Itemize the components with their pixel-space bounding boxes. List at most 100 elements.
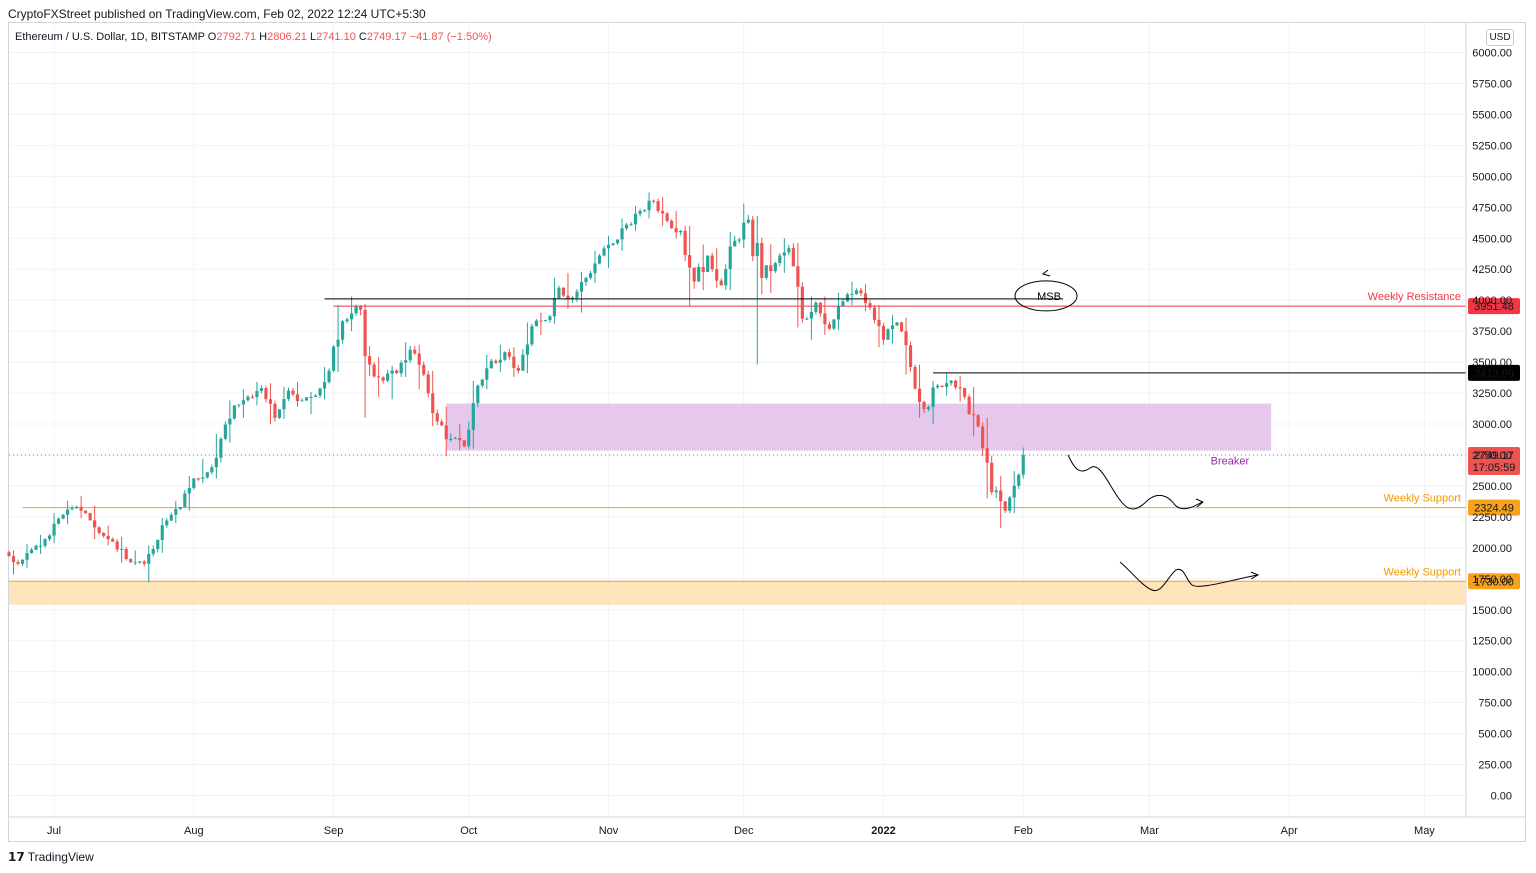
candle-body: [963, 387, 967, 397]
high-label: H: [259, 31, 268, 43]
x-tick-label: Aug: [184, 825, 204, 837]
candle-body: [701, 267, 705, 272]
candle-body: [588, 273, 593, 278]
y-tick-label: 1250.00: [1472, 636, 1512, 648]
candle-body: [521, 354, 525, 371]
candle-body: [174, 508, 178, 515]
candle-body: [264, 388, 268, 400]
candle-body: [931, 387, 935, 408]
candle-body: [273, 403, 277, 418]
low-label: L: [309, 31, 317, 43]
candle-body: [665, 213, 669, 221]
candle-body: [683, 230, 687, 256]
low-value: 2741.10: [316, 31, 356, 43]
candle-body: [237, 404, 241, 406]
candle-body: [426, 374, 430, 394]
candle-body: [818, 302, 822, 314]
currency-button[interactable]: USD: [1486, 29, 1514, 46]
tradingview-brand[interactable]: 𝟭𝟳 TradingView: [8, 850, 94, 864]
candle-body: [345, 319, 349, 322]
candle-body: [142, 561, 146, 564]
candle-body: [561, 287, 566, 296]
y-tick-label: 3750.00: [1472, 326, 1512, 338]
x-tick-label: 2022: [871, 825, 895, 837]
y-tick-label: 3500.00: [1472, 357, 1512, 369]
candle-body: [845, 294, 850, 302]
candle-body: [52, 523, 56, 536]
candle-body: [462, 440, 466, 447]
candle-body: [309, 396, 313, 398]
candle-body: [1017, 474, 1021, 486]
candle-body: [755, 243, 759, 256]
candle-body: [25, 553, 29, 560]
open-value: 2792.71: [216, 31, 257, 43]
candle-body: [169, 514, 173, 521]
x-tick-label: Apr: [1281, 825, 1298, 837]
candle-body: [372, 364, 376, 377]
candles-layer: [7, 192, 1025, 583]
candle-body: [643, 210, 647, 212]
candle-body: [548, 316, 552, 320]
countdown-text: 17:05:59: [1473, 462, 1516, 474]
candle-body: [395, 370, 399, 374]
time-axis: Jul Aug Sep Oct Nov Dec 2022 Feb Mar Apr May: [8, 816, 1526, 837]
candle-body: [890, 325, 895, 330]
candle-body: [350, 313, 354, 320]
candle-body: [566, 295, 570, 300]
candle-body: [408, 349, 412, 361]
candle-body: [223, 424, 227, 439]
candle-body: [832, 319, 836, 329]
candle-body: [624, 224, 629, 229]
level-tag: [1468, 573, 1520, 590]
candle-body: [34, 545, 38, 550]
candle-body: [70, 508, 74, 510]
level-tag: [1468, 298, 1520, 315]
candle-body: [751, 219, 755, 256]
candle-body: [232, 405, 236, 419]
candle-body: [859, 290, 863, 294]
candle-body: [340, 321, 345, 340]
candle-body: [593, 263, 597, 274]
y-tick-label: 1500.00: [1472, 605, 1512, 617]
chart-frame[interactable]: [8, 22, 1526, 842]
candle-body: [674, 228, 678, 233]
candle-body: [530, 326, 534, 345]
candle-body: [304, 397, 309, 401]
high-value: 2806.21: [267, 31, 307, 43]
candle-body: [354, 306, 358, 314]
candle-body: [246, 396, 250, 401]
candle-body: [737, 239, 741, 241]
candle-body: [967, 396, 971, 415]
candle-body: [512, 356, 516, 369]
candle-body: [84, 510, 88, 514]
candle-body: [881, 326, 886, 340]
candle-body: [75, 506, 79, 509]
candle-body: [205, 472, 209, 478]
projection-path-1: [1067, 454, 1203, 510]
candle-body: [444, 425, 448, 440]
price-axis: 6000.00 5750.00 5500.00 5250.00 5000.00 4750.…: [1465, 22, 1512, 817]
candle-body: [178, 506, 182, 509]
candle-body: [850, 294, 854, 296]
candle-body: [503, 352, 507, 360]
candle-body: [620, 228, 624, 240]
candle-body: [363, 309, 367, 357]
candle-body: [611, 243, 615, 245]
candle-body: [958, 387, 962, 389]
candle-body: [778, 255, 782, 264]
candle-body: [102, 532, 106, 536]
symbol-label[interactable]: Ethereum / U.S. Dollar, 1D, BITSTAMP: [15, 31, 205, 43]
support-zone: [9, 581, 1465, 605]
candle-body: [597, 255, 602, 264]
candle-body: [534, 320, 538, 327]
level-tag-text: 3951.48: [1474, 301, 1514, 313]
candle-body: [805, 318, 809, 320]
candle-body: [494, 360, 498, 363]
candle-body: [453, 438, 457, 440]
y-tick-label: 750.00: [1478, 698, 1512, 710]
candle-body: [449, 438, 453, 440]
zones-layer: Breaker: [9, 403, 1465, 605]
breaker-label: Breaker: [1211, 456, 1250, 468]
y-tick-label: 5250.00: [1472, 140, 1512, 152]
